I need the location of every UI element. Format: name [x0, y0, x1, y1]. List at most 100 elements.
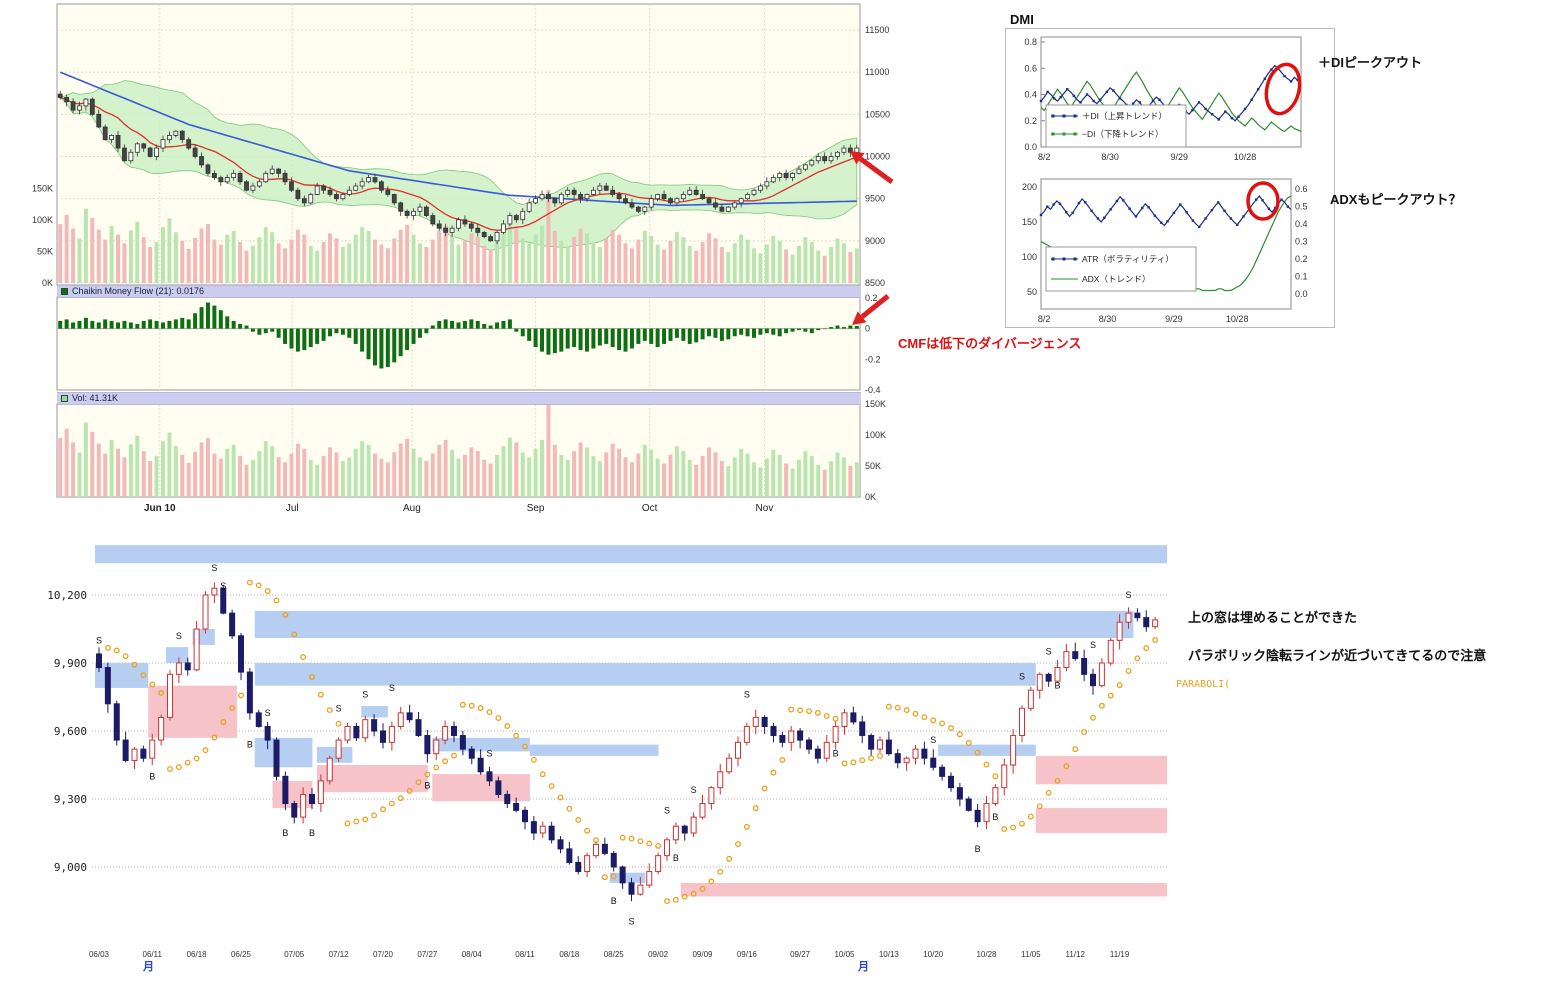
dmi-title: DMI [1010, 12, 1034, 27]
volume-panel-bars [58, 404, 859, 497]
volume-legend-icon [61, 395, 68, 402]
dmi-chart: 0.8 0.6 0.4 0.2 0.08/2 8/30 9/29 10/28 ＋DI（上昇トレン… [1024, 36, 1302, 162]
svg-text:9500: 9500 [865, 194, 885, 204]
daily-candlestick-chart: 11500 11000 10500 10000 9500 9000 8500 Jun 10 Ju… [32, 3, 894, 514]
svg-text:09/27: 09/27 [790, 950, 811, 959]
svg-text:11/05: 11/05 [1021, 950, 1041, 959]
svg-text:9,000: 9,000 [54, 861, 87, 874]
svg-text:S: S [1046, 647, 1052, 657]
svg-text:B: B [309, 828, 315, 838]
parabolic-warning-note: パラボリック陰転ラインが近づいてきてるので注意 [1188, 648, 1487, 663]
svg-text:07/27: 07/27 [417, 950, 438, 959]
svg-text:8/30: 8/30 [1099, 314, 1117, 324]
svg-text:06/25: 06/25 [231, 950, 252, 959]
svg-text:Oct: Oct [642, 503, 658, 514]
svg-text:08/25: 08/25 [604, 950, 625, 959]
svg-text:09/02: 09/02 [648, 950, 669, 959]
svg-text:0.4: 0.4 [1024, 90, 1037, 100]
svg-text:9/29: 9/29 [1165, 314, 1183, 324]
svg-text:9/29: 9/29 [1170, 152, 1188, 162]
svg-text:07/12: 07/12 [329, 950, 350, 959]
svg-text:B: B [149, 771, 155, 781]
svg-text:S: S [336, 703, 342, 713]
svg-text:8500: 8500 [865, 278, 885, 288]
svg-text:200: 200 [1022, 182, 1037, 192]
svg-text:0K: 0K [42, 278, 53, 288]
gap-window-boxes [95, 545, 1168, 897]
svg-text:07/05: 07/05 [284, 950, 305, 959]
svg-text:Jun 10: Jun 10 [144, 503, 176, 514]
cmf-divergence-note: CMFは低下のダイバージェンス [898, 336, 1082, 351]
gridlines [92, 594, 1168, 868]
svg-text:09/16: 09/16 [737, 950, 758, 959]
svg-text:S: S [628, 916, 634, 926]
axis-labels: 11500 11000 10500 10000 9500 9000 8500 Jun 10 Ju… [32, 25, 890, 514]
svg-text:S: S [211, 563, 217, 573]
atr-adx-chart: 200 150 100 50 0.6 0.5 0.4 0.3 0.2 0.1 0.0 8/2 8/30 9… [1022, 178, 1308, 324]
svg-text:B: B [282, 828, 288, 838]
svg-text:09/09: 09/09 [692, 950, 713, 959]
svg-text:-0.2: -0.2 [865, 354, 881, 364]
svg-text:10000: 10000 [865, 152, 890, 162]
svg-text:0: 0 [865, 324, 870, 334]
dmi-atr-charts: 0.80.60.40.20.08/2 8/30 9/29 10/28＋DI（上昇トレン… [1005, 28, 1335, 328]
svg-text:Sep: Sep [527, 503, 545, 514]
svg-text:08/04: 08/04 [462, 950, 483, 959]
svg-text:150: 150 [1022, 217, 1037, 227]
svg-text:S: S [389, 683, 395, 693]
svg-text:ATR（ボラティリティ）: ATR（ボラティリティ） [1082, 254, 1174, 264]
svg-text:08/11: 08/11 [515, 950, 535, 959]
svg-text:10/28: 10/28 [1226, 314, 1249, 324]
svg-text:8/2: 8/2 [1038, 152, 1051, 162]
adx-peak-note: ADXもピークアウト？ [1330, 192, 1462, 207]
svg-text:B: B [992, 812, 998, 822]
svg-text:11500: 11500 [865, 25, 889, 35]
svg-text:0.2: 0.2 [1295, 254, 1308, 264]
svg-text:B: B [673, 853, 679, 863]
svg-text:0K: 0K [865, 492, 876, 502]
svg-text:9,900: 9,900 [54, 657, 87, 670]
svg-text:11000: 11000 [865, 67, 889, 77]
svg-text:9,600: 9,600 [54, 725, 87, 738]
svg-text:Aug: Aug [403, 503, 421, 514]
svg-text:50K: 50K [865, 461, 881, 471]
svg-text:S: S [664, 805, 670, 815]
svg-text:8/2: 8/2 [1038, 314, 1051, 324]
svg-text:S: S [691, 785, 697, 795]
axis-labels: 10,200 9,900 9,600 9,300 9,000 06/03 06/11 06/1… [47, 589, 1130, 959]
svg-text:10/05: 10/05 [834, 950, 855, 959]
svg-text:B: B [833, 749, 839, 759]
svg-text:100K: 100K [865, 430, 886, 440]
svg-text:10/28: 10/28 [976, 950, 997, 959]
svg-text:0.1: 0.1 [1295, 272, 1308, 282]
svg-text:ADX（トレンド）: ADX（トレンド） [1082, 274, 1150, 284]
svg-text:9,300: 9,300 [54, 793, 87, 806]
svg-text:B: B [424, 780, 430, 790]
svg-text:06/11: 06/11 [143, 950, 163, 959]
svg-text:06/18: 06/18 [187, 950, 208, 959]
svg-text:S: S [362, 690, 368, 700]
svg-text:S: S [176, 631, 182, 641]
cmf-legend-icon [61, 288, 68, 295]
svg-text:0.0: 0.0 [1295, 289, 1308, 299]
svg-text:07/20: 07/20 [373, 950, 394, 959]
svg-text:0.5: 0.5 [1295, 202, 1308, 212]
svg-text:150K: 150K [865, 399, 886, 409]
svg-text:08/18: 08/18 [559, 950, 580, 959]
cmf-indicator-header: Chaikin Money Flow (21): 0.0176 [57, 285, 861, 298]
svg-text:S: S [1090, 640, 1096, 650]
svg-text:0.2: 0.2 [865, 293, 878, 303]
svg-text:0.6: 0.6 [1024, 63, 1037, 73]
cmf-bars [57, 302, 860, 369]
volume-indicator-label: Vol: 41.31K [72, 393, 119, 403]
price-candles [57, 90, 860, 245]
svg-text:10,200: 10,200 [47, 589, 87, 602]
volume-overlay-bars [58, 190, 859, 283]
svg-text:S: S [1019, 672, 1025, 682]
svg-text:B: B [975, 844, 981, 854]
svg-text:S: S [930, 735, 936, 745]
svg-text:8/30: 8/30 [1101, 152, 1119, 162]
svg-text:-0.4: -0.4 [865, 385, 881, 395]
svg-text:10/28: 10/28 [1234, 152, 1257, 162]
